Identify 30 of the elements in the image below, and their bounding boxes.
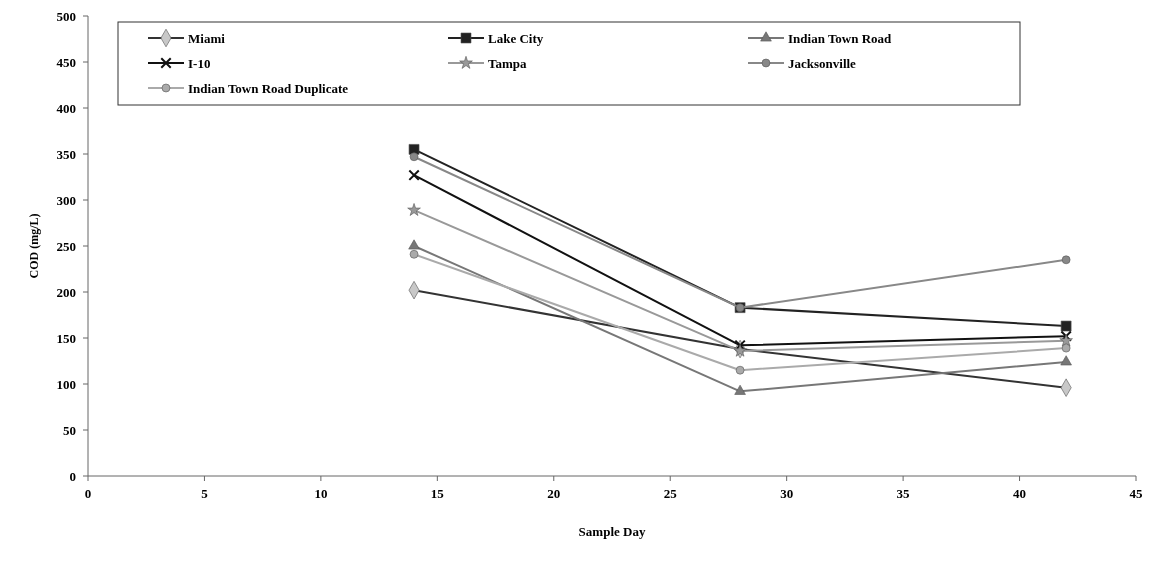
x-tick-label: 0 bbox=[84, 486, 92, 501]
legend-label: Miami bbox=[188, 30, 226, 46]
y-tick-label: 450 bbox=[56, 54, 76, 70]
y-tick-label: 500 bbox=[56, 8, 76, 24]
x-tick-label: 35 bbox=[896, 486, 911, 501]
legend-label: Lake City bbox=[488, 30, 544, 46]
y-tick-label: 100 bbox=[56, 376, 76, 392]
x-axis-title: Sample Day bbox=[578, 524, 646, 539]
y-tick-label: 0 bbox=[69, 468, 76, 484]
legend-label: Tampa bbox=[488, 55, 528, 71]
y-tick-label: 400 bbox=[56, 100, 76, 116]
legend-label: Indian Town Road Duplicate bbox=[188, 80, 349, 96]
y-tick-label: 300 bbox=[56, 192, 76, 208]
legend-label: Indian Town Road bbox=[788, 30, 893, 46]
x-tick-label: 20 bbox=[547, 486, 561, 501]
x-tick-label: 45 bbox=[1129, 486, 1143, 501]
x-tick-label: 25 bbox=[663, 486, 678, 501]
y-tick-label: 50 bbox=[63, 422, 76, 438]
x-tick-label: 5 bbox=[201, 486, 209, 501]
y-axis-title: COD (mg/L) bbox=[27, 213, 41, 279]
legend-label: I-10 bbox=[188, 55, 211, 71]
y-tick-label: 200 bbox=[56, 284, 76, 300]
x-tick-label: 40 bbox=[1013, 486, 1027, 501]
y-tick-label: 350 bbox=[56, 146, 76, 162]
x-tick-label: 30 bbox=[780, 486, 794, 501]
x-tick-label: 10 bbox=[314, 486, 328, 501]
x-tick-label: 15 bbox=[430, 486, 445, 501]
y-tick-label: 150 bbox=[56, 330, 76, 346]
legend-label: Jacksonville bbox=[788, 55, 857, 71]
y-tick-label: 250 bbox=[56, 238, 76, 254]
